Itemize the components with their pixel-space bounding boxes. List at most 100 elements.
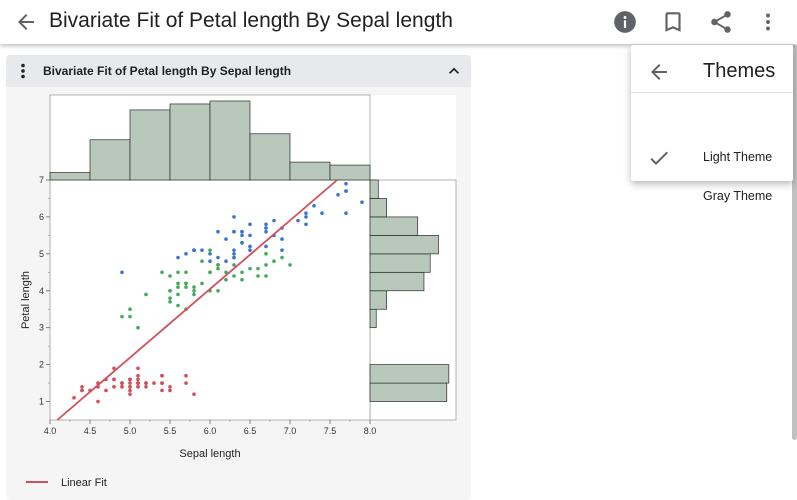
data-point-versicolor — [200, 281, 204, 286]
data-point-versicolor — [224, 277, 228, 282]
y-tick-label: 5 — [39, 249, 44, 259]
data-point-virginica — [304, 222, 308, 227]
x-histogram-bar — [169, 103, 211, 181]
data-point-virginica — [264, 244, 268, 249]
data-point-setosa — [128, 377, 132, 382]
data-point-versicolor — [240, 270, 244, 275]
x-axis-label: Sepal length — [179, 448, 240, 460]
scrollbar[interactable] — [792, 45, 797, 440]
y-histogram-bar — [369, 235, 439, 255]
data-point-setosa — [168, 384, 172, 389]
y-histogram-bar — [369, 179, 379, 199]
y-tick-label: 7 — [39, 175, 44, 185]
data-point-virginica — [216, 255, 220, 260]
info-icon[interactable] — [612, 9, 638, 35]
data-point-virginica — [320, 211, 324, 216]
menu-item-label: Gray Theme — [703, 189, 773, 203]
data-point-versicolor — [264, 274, 268, 278]
data-point-versicolor — [208, 270, 212, 275]
data-point-virginica — [240, 240, 244, 245]
data-point-virginica — [232, 248, 236, 252]
y-tick-label: 4 — [39, 286, 44, 296]
data-point-setosa — [128, 384, 132, 389]
data-point-versicolor — [168, 288, 172, 293]
data-point-virginica — [224, 237, 228, 241]
page-title: Bivariate Fit of Petal length By Sepal l… — [49, 9, 453, 32]
themes-menu: Themes Light Theme Gray Theme — [631, 45, 793, 203]
data-point-virginica — [280, 237, 284, 241]
data-point-virginica — [344, 189, 348, 193]
y-histogram-bar — [369, 271, 425, 292]
data-point-setosa — [72, 396, 76, 400]
panel-menu-icon[interactable] — [14, 62, 32, 80]
data-point-setosa — [128, 388, 132, 393]
data-point-versicolor — [176, 292, 180, 297]
data-point-virginica — [176, 255, 180, 260]
x-histogram-bar — [129, 109, 171, 181]
data-point-versicolor — [264, 252, 268, 256]
data-point-versicolor — [216, 266, 220, 271]
data-point-virginica — [240, 229, 244, 234]
chevron-up-icon[interactable] — [444, 61, 464, 81]
x-tick-label: 4.0 — [44, 426, 57, 436]
data-point-virginica — [304, 215, 308, 219]
data-point-versicolor — [208, 248, 212, 252]
data-point-virginica — [344, 211, 348, 216]
data-point-virginica — [120, 270, 124, 275]
linear-fit-line — [56, 179, 338, 421]
back-arrow-icon[interactable] — [647, 60, 671, 84]
y-histogram-bar — [369, 308, 377, 329]
x-tick-label: 5.0 — [124, 426, 137, 436]
data-point-virginica — [264, 222, 268, 227]
check-icon — [647, 146, 671, 170]
data-point-virginica — [232, 255, 236, 260]
y-histogram-bar — [369, 290, 387, 310]
data-point-setosa — [136, 366, 140, 371]
data-point-setosa — [160, 373, 164, 378]
bookmark-icon[interactable] — [660, 9, 686, 35]
panel-title: Bivariate Fit of Petal length By Sepal l… — [43, 64, 292, 78]
data-point-virginica — [232, 215, 236, 219]
y-tick-label: 1 — [39, 397, 44, 407]
data-point-versicolor — [176, 270, 180, 275]
x-histogram-bar — [49, 172, 91, 181]
data-point-virginica — [216, 229, 220, 234]
data-point-setosa — [136, 377, 140, 382]
data-point-versicolor — [176, 281, 180, 286]
menu-item-label: Light Theme — [703, 150, 773, 164]
data-point-versicolor — [256, 266, 260, 271]
data-point-versicolor — [144, 292, 148, 297]
data-point-setosa — [152, 381, 156, 385]
x-tick-label: 7.5 — [324, 426, 337, 436]
legend-label: Linear Fit — [61, 477, 107, 489]
data-point-versicolor — [168, 274, 172, 278]
data-point-setosa — [128, 392, 132, 396]
data-point-versicolor — [200, 259, 204, 264]
data-point-versicolor — [120, 314, 124, 319]
more-vert-icon[interactable] — [755, 9, 781, 35]
data-point-virginica — [304, 211, 308, 216]
data-point-versicolor — [192, 288, 196, 293]
y-histogram-bar — [369, 364, 450, 384]
data-point-versicolor — [184, 270, 188, 275]
y-histogram-bar — [369, 216, 419, 236]
share-icon[interactable] — [708, 9, 734, 35]
menu-item-light-theme[interactable]: Light Theme — [631, 139, 793, 177]
y-tick-label: 3 — [39, 323, 44, 333]
themes-menu-title: Themes — [703, 60, 776, 82]
menu-item-gray-theme[interactable]: Gray Theme — [631, 178, 793, 216]
x-tick-label: 7.0 — [284, 426, 297, 436]
data-point-versicolor — [240, 277, 244, 282]
data-point-setosa — [136, 381, 140, 385]
data-point-virginica — [264, 226, 268, 230]
data-point-versicolor — [176, 285, 180, 289]
y-histogram-bar — [369, 198, 387, 218]
data-point-virginica — [248, 222, 252, 227]
data-point-virginica — [272, 218, 276, 223]
data-point-setosa — [160, 381, 164, 385]
back-arrow-icon[interactable] — [14, 10, 38, 34]
data-point-virginica — [360, 200, 364, 204]
x-histogram-bar — [329, 164, 371, 181]
data-point-versicolor — [256, 274, 260, 278]
